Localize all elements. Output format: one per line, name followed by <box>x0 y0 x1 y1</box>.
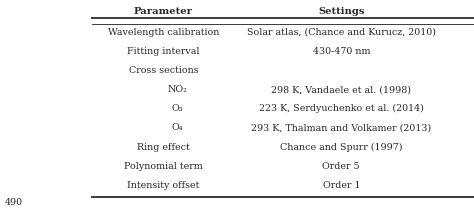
Text: 293 K, Thalman and Volkamer (2013): 293 K, Thalman and Volkamer (2013) <box>251 123 431 132</box>
Text: 490: 490 <box>5 198 23 207</box>
Text: Cross sections: Cross sections <box>129 66 198 75</box>
Text: Fitting interval: Fitting interval <box>128 47 200 56</box>
Text: 223 K, Serdyuchenko et al. (2014): 223 K, Serdyuchenko et al. (2014) <box>259 104 424 113</box>
Text: Wavelength calibration: Wavelength calibration <box>108 28 219 37</box>
Text: Chance and Spurr (1997): Chance and Spurr (1997) <box>280 142 402 152</box>
Text: Ring effect: Ring effect <box>137 142 190 152</box>
Text: Solar atlas, (Chance and Kurucz, 2010): Solar atlas, (Chance and Kurucz, 2010) <box>247 28 436 37</box>
Text: 298 K, Vandaele et al. (1998): 298 K, Vandaele et al. (1998) <box>271 85 411 94</box>
Text: O₄: O₄ <box>172 123 183 132</box>
Text: Order 1: Order 1 <box>322 181 360 190</box>
Text: 430-470 nm: 430-470 nm <box>312 47 370 56</box>
Text: Settings: Settings <box>318 7 365 16</box>
Text: Parameter: Parameter <box>134 7 193 16</box>
Text: Polynomial term: Polynomial term <box>124 162 203 171</box>
Text: NO₂: NO₂ <box>168 85 188 94</box>
Text: Intensity offset: Intensity offset <box>128 181 200 190</box>
Text: Order 5: Order 5 <box>322 162 360 171</box>
Text: O₃: O₃ <box>172 104 183 113</box>
